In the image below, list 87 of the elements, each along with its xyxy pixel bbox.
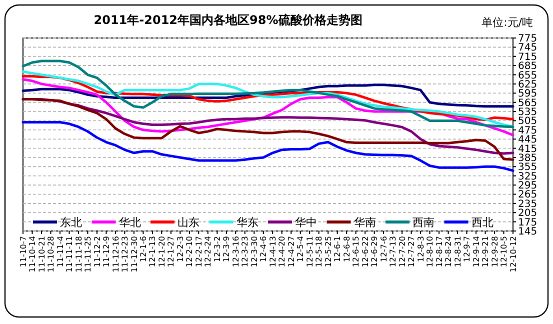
x-tick-label: 12-2-17: [194, 236, 204, 268]
x-tick-label: 12-8-3: [416, 236, 426, 262]
legend-label: 西南: [412, 216, 434, 229]
x-tick-label: 11-11-18: [74, 236, 84, 272]
y-tick-label: 205: [518, 208, 538, 220]
x-tick-label: 12-2-3: [176, 236, 185, 262]
x-tick-label: 12-6-15: [352, 236, 361, 268]
x-tick-label: 12-7-27: [407, 236, 416, 268]
x-tick-label: 11-12-9: [102, 236, 112, 268]
x-tick-label: 12-7-13: [388, 236, 398, 268]
x-tick-label: 11-11-25: [84, 236, 93, 272]
legend-label: 东北: [60, 216, 82, 229]
x-tick-label: 12-8-24: [444, 236, 454, 268]
x-tick-label: 12-5-11: [305, 236, 314, 268]
x-tick-label: 11-10-28: [46, 236, 56, 272]
x-tick-label: 12-10-12: [508, 236, 518, 272]
y-tick-label: 415: [518, 144, 538, 155]
x-tick-label: 12-3-30: [250, 236, 259, 268]
legend-label: 华中: [295, 216, 317, 229]
x-tick-label: 12-2-24: [204, 236, 213, 268]
chart-title: 2011年-2012年国内各地区98%硫酸价格走势图: [94, 13, 362, 27]
x-tick-label: 12-8-31: [453, 236, 462, 268]
x-tick-label: 12-5-4: [296, 236, 306, 262]
x-tick-label: 12-6-22: [360, 236, 370, 268]
legend-label: 华东: [236, 216, 258, 229]
x-tick-label: 12-10-5: [500, 236, 509, 268]
x-tick-label: 12-3-23: [240, 236, 250, 268]
y-tick-label: 385: [518, 152, 538, 164]
x-tick-label: 12-9-28: [490, 236, 500, 268]
y-tick-label: 145: [518, 226, 538, 238]
y-tick-label: 265: [518, 190, 538, 201]
x-tick-label: 12-3-16: [231, 236, 240, 268]
x-tick-label: 12-7-20: [398, 236, 407, 268]
y-tick-label: 595: [518, 88, 538, 100]
y-tick-label: 355: [518, 162, 538, 174]
x-tick-label: 12-9-7: [462, 236, 472, 262]
x-tick-label: 12-1-20: [157, 236, 166, 268]
y-tick-label: 775: [518, 34, 538, 44]
x-tick-label: 11-10-14: [28, 236, 38, 272]
legend-label: 山东: [178, 216, 200, 229]
legend-label: 华北: [118, 216, 141, 229]
y-tick-label: 685: [518, 61, 538, 72]
y-tick-label: 625: [518, 79, 538, 90]
x-tick-label: 12-6-29: [370, 236, 380, 268]
x-tick-label: 12-6-1: [333, 236, 342, 262]
x-tick-label: 12-1-27: [166, 236, 176, 268]
y-tick-label: 325: [518, 171, 538, 182]
line-series: [22, 60, 514, 128]
x-tick-label: 12-1-6: [138, 236, 148, 262]
x-tick-label: 12-6-8: [342, 236, 352, 262]
x-tick-label: 12-4-20: [278, 236, 287, 268]
x-tick-label: 12-9-21: [481, 236, 490, 268]
line-series: [22, 70, 514, 128]
legend-label: 西北: [471, 216, 494, 229]
x-tick-label: 12-5-25: [324, 236, 333, 268]
y-tick-label: 565: [518, 98, 538, 109]
x-tick-label: 11-11-4: [56, 236, 65, 268]
x-tick-label: 12-8-17: [434, 236, 444, 268]
y-tick-label: 475: [518, 125, 538, 136]
legend-label: 华南: [354, 216, 376, 229]
y-tick-label: 175: [518, 217, 538, 228]
y-tick-label: 655: [518, 70, 538, 82]
y-tick-label: 745: [518, 42, 538, 54]
x-tick-label: 12-9-14: [472, 236, 481, 268]
y-tick-label: 445: [518, 134, 538, 146]
x-tick-label: 11-12-23: [120, 236, 130, 272]
x-tick-label: 12-3-9: [222, 236, 232, 262]
x-tick-label: 12-1-13: [148, 236, 158, 268]
y-tick-label: 235: [518, 198, 538, 210]
x-tick-label: 11-11-11: [65, 236, 74, 272]
x-tick-label: 11-12-2: [92, 236, 102, 268]
x-tick-label: 12-7-6: [379, 236, 388, 262]
x-tick-label: 11-10-7: [18, 236, 28, 268]
y-tick-label: 505: [518, 116, 538, 128]
line-series: [22, 120, 514, 172]
text: 单位:元/吨: [482, 16, 533, 29]
x-tick-label: 12-3-2: [212, 236, 222, 262]
x-tick-label: 11-10-21: [37, 236, 46, 272]
x-tick-label: 12-2-10: [185, 236, 194, 268]
x-tick-label: 11-12-30: [130, 236, 139, 272]
x-tick-label: 12-5-18: [314, 236, 324, 268]
x-tick-label: 12-4-27: [286, 236, 296, 268]
x-tick-label: 11-12-16: [111, 236, 120, 272]
x-tick-label: 12-4-13: [268, 236, 278, 268]
x-tick-label: 12-4-6: [259, 236, 268, 262]
y-tick-label: 715: [518, 52, 538, 63]
x-tick-label: 12-8-10: [426, 236, 435, 268]
